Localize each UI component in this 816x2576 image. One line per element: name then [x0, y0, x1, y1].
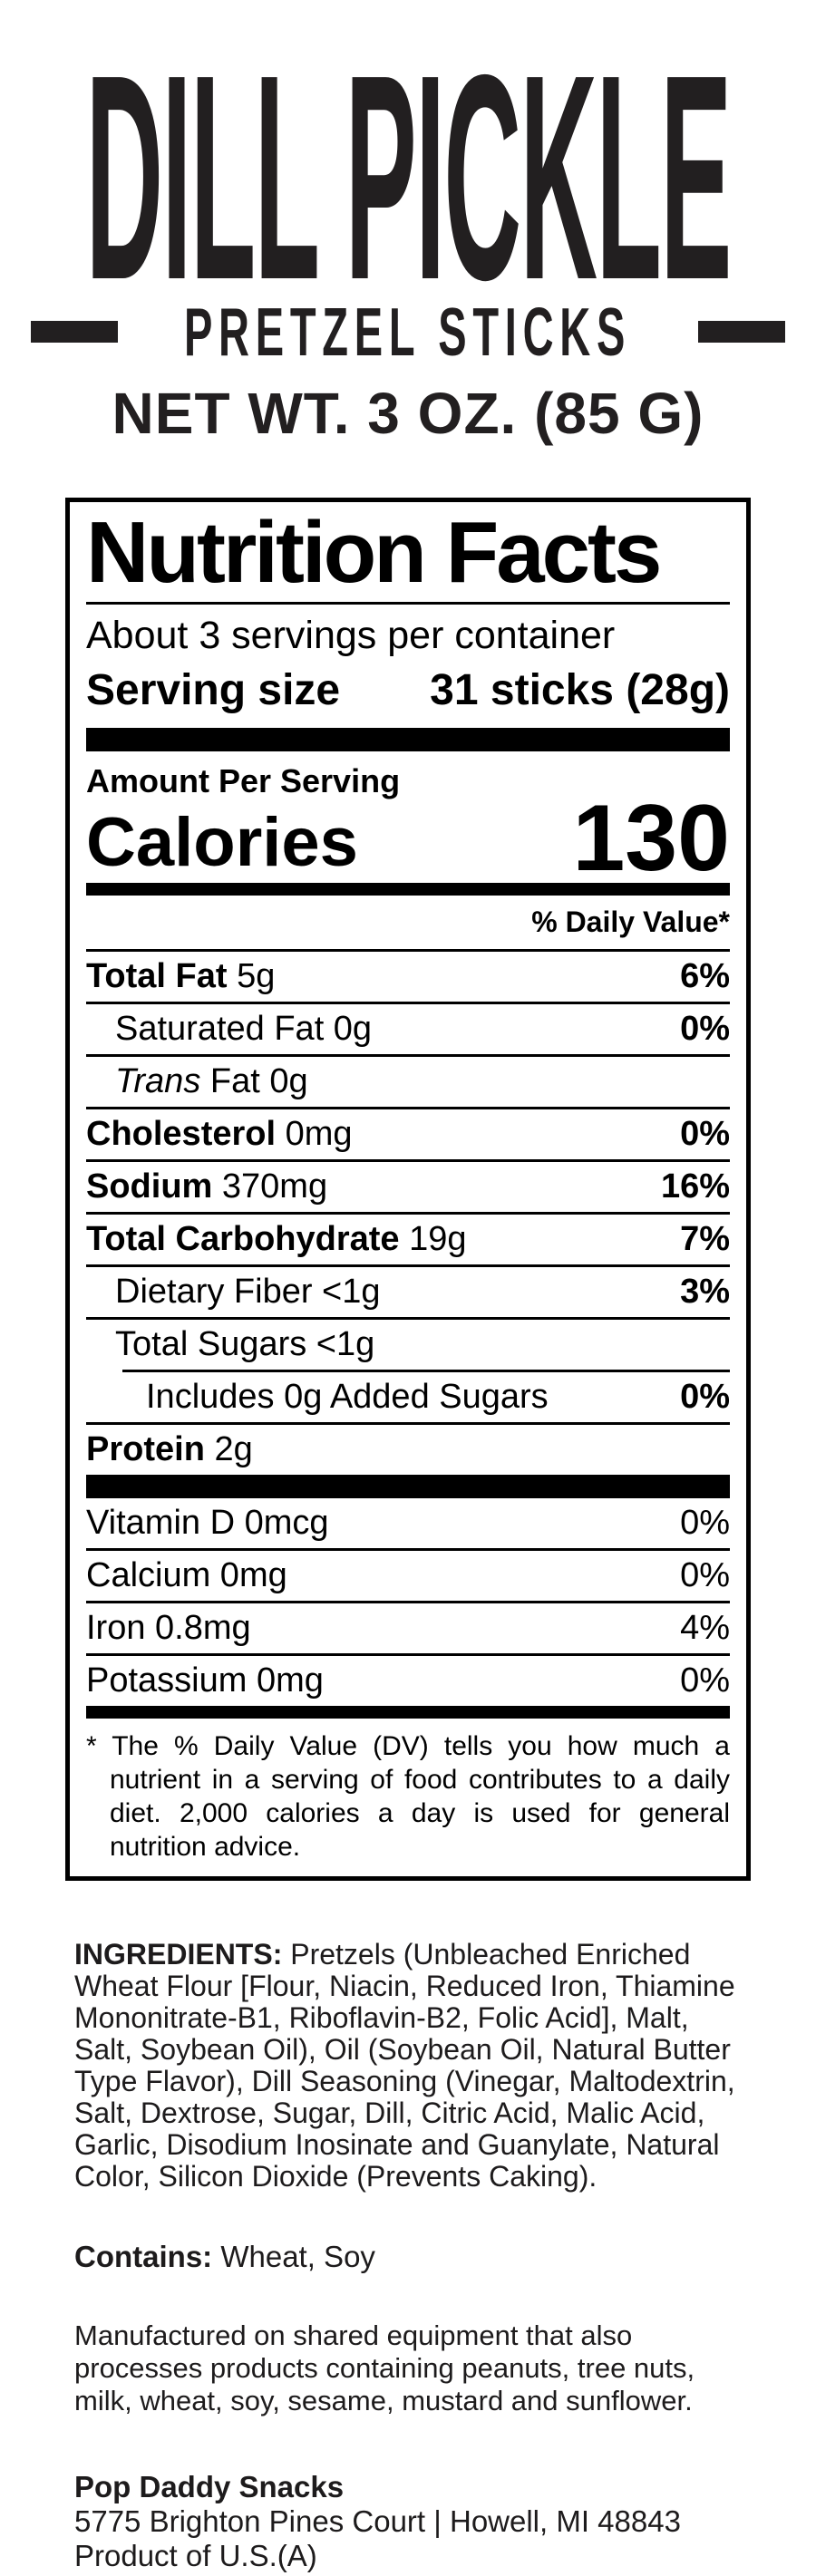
- nutrient-row: Saturated Fat 0g 0%: [86, 1002, 730, 1054]
- daily-value-percent: 6%: [680, 957, 730, 996]
- nutrient-name: Total Sugars <1g: [115, 1325, 375, 1364]
- nutrition-facts-panel: Nutrition Facts About 3 servings per con…: [65, 498, 751, 1882]
- daily-value-percent: 4%: [680, 1609, 730, 1648]
- nutrient-name: Potassium 0mg: [86, 1661, 324, 1700]
- calories-label: Calories: [86, 803, 358, 881]
- brand-title-block: DILL PICKLE: [0, 0, 816, 324]
- allergen-statement: Manufactured on shared equipment that al…: [74, 2319, 695, 2417]
- nutrient-name: Sodium 370mg: [86, 1167, 328, 1206]
- calories-row: Calories 130: [86, 786, 730, 891]
- nutrient-name: Total Fat 5g: [86, 957, 276, 996]
- brand-subtitle: PRETZEL STICKS: [184, 292, 632, 371]
- nutrient-row: Trans Fat 0g: [86, 1054, 730, 1107]
- daily-value-footnote: * The % Daily Value (DV) tells you how m…: [86, 1719, 730, 1867]
- nutrient-name: Includes 0g Added Sugars: [146, 1378, 549, 1417]
- nutrient-name: Dietary Fiber <1g: [115, 1273, 381, 1312]
- daily-value-percent: 0%: [680, 1556, 730, 1595]
- serving-size-label: Serving size: [86, 666, 341, 714]
- daily-value-header: % Daily Value*: [531, 905, 730, 939]
- brand-title: DILL PICKLE: [85, 13, 733, 341]
- daily-value-percent: 0%: [680, 1504, 730, 1543]
- nutrient-name: Saturated Fat 0g: [115, 1010, 373, 1049]
- company-name: Pop Daddy Snacks: [74, 2470, 345, 2504]
- divider-bar-thick: [86, 728, 730, 751]
- nutrient-row: Includes 0g Added Sugars 0%: [86, 1370, 730, 1422]
- ingredients-label: INGREDIENTS:: [74, 1938, 283, 1971]
- divider-bar-medium: [86, 883, 730, 896]
- net-weight: NET WT. 3 OZ. (85 G): [112, 381, 704, 446]
- nutrient-row: Cholesterol 0mg 0%: [86, 1107, 730, 1159]
- nutrient-row: Iron 0.8mg 4%: [86, 1601, 730, 1653]
- nutrient-name: Iron 0.8mg: [86, 1609, 251, 1648]
- nutrient-row: Total Fat 5g 6%: [86, 949, 730, 1002]
- ingredients-statement: INGREDIENTS: Pretzels (Unbleached Enrich…: [74, 1939, 754, 2193]
- contains-label: Contains:: [74, 2240, 213, 2274]
- contains-statement: Contains: Wheat, Soy: [74, 2240, 816, 2274]
- ingredients-text: Pretzels (Unbleached Enriched Wheat Flou…: [74, 1938, 735, 2193]
- nutrition-facts-title: Nutrition Facts: [86, 509, 730, 605]
- daily-value-percent: 0%: [680, 1115, 730, 1154]
- nutrient-row: Calcium 0mg 0%: [86, 1548, 730, 1601]
- divider-bar-thick: [86, 1475, 730, 1499]
- daily-value-percent: 0%: [680, 1378, 730, 1417]
- footnote-asterisk: *: [86, 1731, 97, 1762]
- calories-value: 130: [572, 786, 730, 891]
- nutrient-row: Protein 2g: [86, 1422, 730, 1475]
- nutrient-row: Total Carbohydrate 19g 7%: [86, 1212, 730, 1264]
- company-address: 5775 Brighton Pines Court | Howell, MI 4…: [74, 2504, 681, 2539]
- nutrient-name: Protein 2g: [86, 1430, 253, 1469]
- daily-value-percent: 3%: [680, 1273, 730, 1312]
- subtitle-left-bar: [31, 320, 119, 343]
- daily-value-percent: 0%: [680, 1661, 730, 1700]
- brand-subtitle-row: PRETZEL STICKS: [0, 293, 816, 370]
- daily-value-percent: 0%: [680, 1010, 730, 1049]
- vitamin-mineral-rows: Vitamin D 0mcg 0% Calcium 0mg 0% Iron 0.8mg 4…: [86, 1498, 730, 1706]
- amount-per-serving-label: Amount Per Serving: [86, 762, 401, 799]
- subtitle-right-bar: [697, 320, 785, 343]
- footnote-text: The % Daily Value (DV) tells you how muc…: [110, 1731, 730, 1863]
- country-of-origin: Product of U.S.(A): [74, 2539, 317, 2573]
- nutrient-rows: Total Fat 5g 6% Saturated Fat 0g 0% Trans Fa…: [86, 949, 730, 1475]
- nutrient-name: Trans Fat 0g: [115, 1062, 308, 1101]
- contains-text: Wheat, Soy: [212, 2240, 375, 2274]
- nutrient-row: Dietary Fiber <1g 3%: [86, 1264, 730, 1317]
- servings-per-container: About 3 servings per container: [86, 614, 616, 657]
- nutrient-name: Calcium 0mg: [86, 1556, 287, 1595]
- nutrient-name: Vitamin D 0mcg: [86, 1504, 329, 1543]
- divider-bar-medium: [86, 1706, 730, 1719]
- nutrient-row: Potassium 0mg 0%: [86, 1653, 730, 1706]
- serving-size-row: Serving size 31 sticks (28g): [86, 658, 730, 728]
- serving-size-value: 31 sticks (28g): [430, 666, 730, 714]
- nutrient-row: Total Sugars <1g: [86, 1317, 730, 1370]
- nutrient-row: Sodium 370mg 16%: [86, 1159, 730, 1212]
- daily-value-percent: 16%: [660, 1167, 730, 1206]
- nutrient-row: Vitamin D 0mcg 0%: [86, 1498, 730, 1548]
- nutrient-name: Total Carbohydrate 19g: [86, 1220, 467, 1259]
- daily-value-percent: 7%: [680, 1220, 730, 1259]
- nutrient-name: Cholesterol 0mg: [86, 1115, 353, 1154]
- manufacturer-info: Pop Daddy Snacks 5775 Brighton Pines Cou…: [74, 2470, 816, 2573]
